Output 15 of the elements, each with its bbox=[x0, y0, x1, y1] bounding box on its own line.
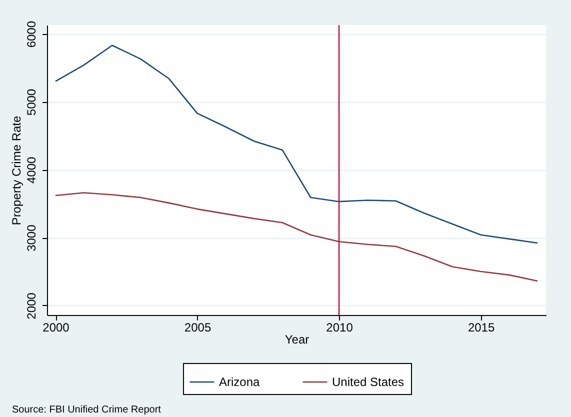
x-axis-title: Year bbox=[284, 332, 310, 346]
x-tick-label: 2015 bbox=[468, 320, 495, 334]
legend-label: Arizona bbox=[219, 375, 260, 389]
legend-label: United States bbox=[332, 375, 404, 389]
y-axis-title: Property Crime Rate bbox=[10, 115, 24, 226]
line-series bbox=[54, 44, 538, 244]
y-tick-label: 3000 bbox=[24, 224, 38, 252]
x-tick-label: 2010 bbox=[326, 320, 354, 334]
x-tick-label: 2000 bbox=[42, 320, 70, 334]
y-tick-label: 5000 bbox=[24, 88, 38, 116]
y-tick-label: 6000 bbox=[24, 20, 38, 48]
line-series bbox=[54, 192, 538, 282]
x-tick-label: 2005 bbox=[184, 320, 212, 334]
y-tick-label: 4000 bbox=[24, 156, 38, 184]
source-note: Source: FBI Unified Crime Report bbox=[12, 404, 162, 416]
